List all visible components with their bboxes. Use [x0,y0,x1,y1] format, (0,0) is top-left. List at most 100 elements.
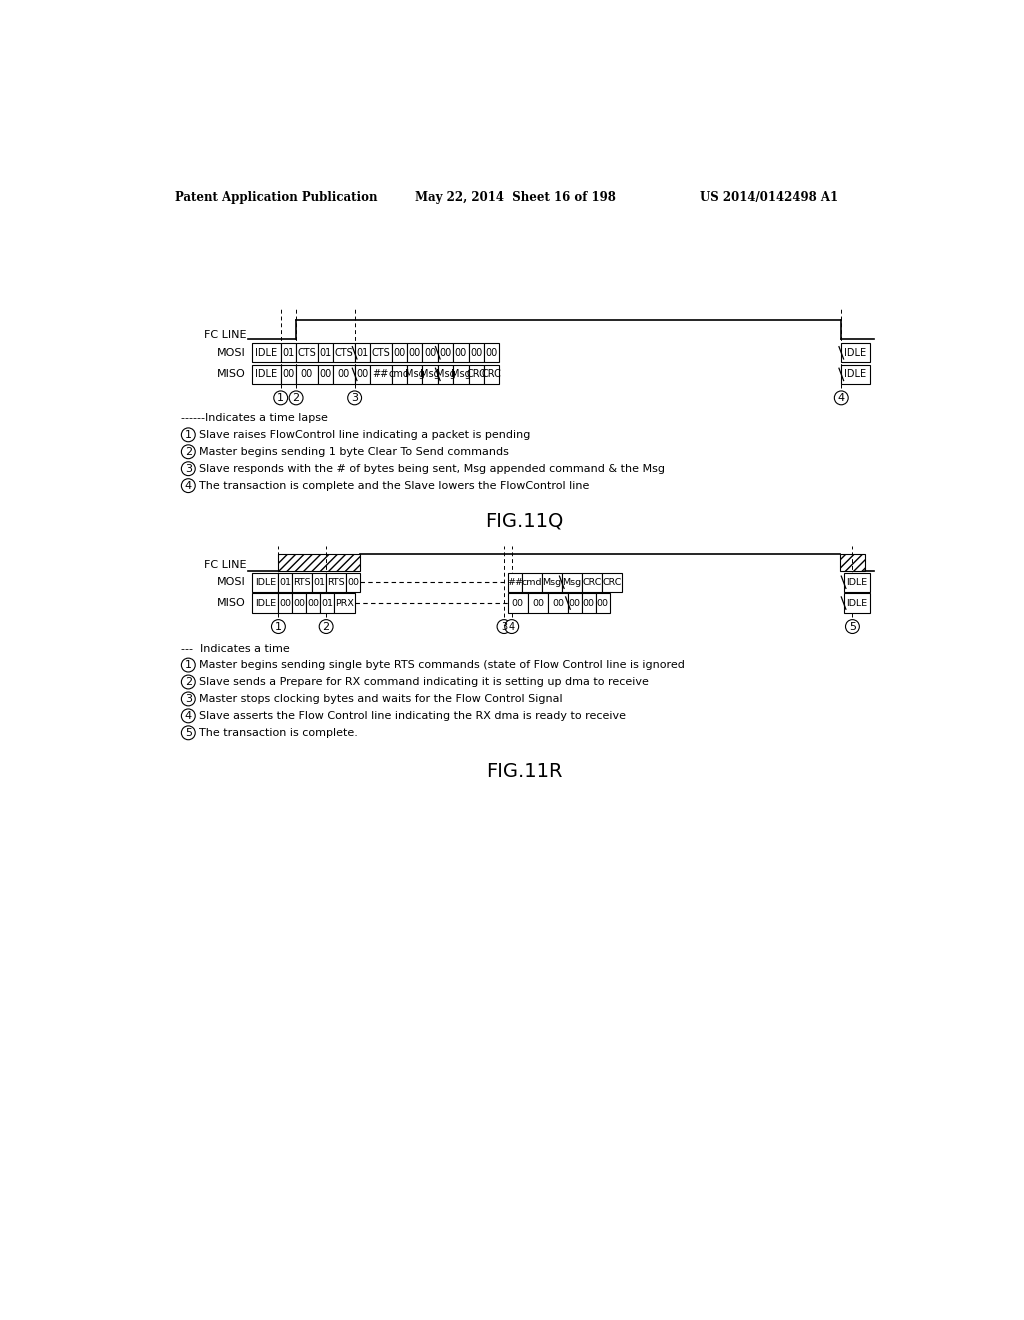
Text: 00: 00 [307,598,319,607]
Text: 3: 3 [184,694,191,704]
Bar [281,364,296,384]
Bar [370,343,391,363]
Text: 00: 00 [424,348,436,358]
Text: The transaction is complete.: The transaction is complete. [199,729,358,738]
Bar [391,364,407,384]
Circle shape [181,462,196,475]
Bar [317,343,333,363]
Text: 01: 01 [313,578,326,587]
Text: MISO: MISO [217,598,246,609]
Text: Slave responds with the # of bytes being sent, Msg appended command & the Msg: Slave responds with the # of bytes being… [199,465,666,474]
Bar [484,343,500,363]
Text: 1: 1 [274,622,282,631]
Bar [333,343,354,363]
Bar [422,343,438,363]
Bar [438,343,454,363]
Text: 00: 00 [283,370,295,379]
Text: Msg: Msg [451,370,471,379]
Bar [422,364,438,384]
Circle shape [181,479,196,492]
Text: 3: 3 [184,463,191,474]
Bar [844,594,869,612]
Circle shape [181,445,196,459]
Bar [568,594,582,612]
Bar [582,573,602,591]
Bar [281,343,296,363]
Bar [370,364,391,384]
Bar [842,343,869,363]
Text: 2: 2 [184,677,191,686]
Bar [317,364,333,384]
Text: Msg: Msg [542,578,561,587]
Text: 01: 01 [356,348,369,358]
Text: IDLE: IDLE [846,578,867,587]
Bar [296,343,317,363]
Text: 5: 5 [849,622,856,631]
Bar [354,364,370,384]
Circle shape [835,391,848,405]
Circle shape [497,619,511,634]
Text: MISO: MISO [217,370,246,379]
Text: Slave raises FlowControl line indicating a packet is pending: Slave raises FlowControl line indicating… [199,430,530,440]
Bar [842,364,869,384]
Text: 4: 4 [184,480,191,491]
Bar [279,554,360,572]
Bar [252,364,281,384]
Bar [438,364,454,384]
Text: 01: 01 [321,598,333,607]
Text: 4: 4 [184,711,191,721]
Text: 4: 4 [509,622,515,631]
Text: IDLE: IDLE [255,348,278,358]
Text: cmd: cmd [389,370,410,379]
Text: IDLE: IDLE [255,598,275,607]
Text: 01: 01 [283,348,295,358]
Text: CRC: CRC [602,578,622,587]
Text: 00: 00 [512,598,524,607]
Text: Patent Application Publication: Patent Application Publication [175,191,378,203]
Bar [596,594,609,612]
Bar [454,343,469,363]
Text: 00: 00 [393,348,406,358]
Text: IDLE: IDLE [255,370,278,379]
Text: ---  Indicates a time: --- Indicates a time [180,644,290,653]
Text: 4: 4 [838,393,845,403]
Text: 00: 00 [293,598,305,607]
Text: cmd: cmd [521,578,542,587]
Text: 1: 1 [278,393,285,403]
Bar [469,343,484,363]
Text: 2: 2 [293,393,300,403]
Bar [279,594,292,612]
Text: 00: 00 [319,370,332,379]
Text: FC LINE: FC LINE [204,560,246,570]
Text: CTS: CTS [335,348,353,358]
Text: 1: 1 [184,660,191,671]
Text: MOSI: MOSI [217,577,246,587]
Text: FC LINE: FC LINE [204,330,246,341]
Circle shape [348,391,361,405]
Bar [252,594,279,612]
Circle shape [271,619,286,634]
Text: ##: ## [373,370,389,379]
Text: 1: 1 [184,430,191,440]
Text: Master stops clocking bytes and waits for the Flow Control Signal: Master stops clocking bytes and waits fo… [199,694,563,705]
Text: Master begins sending single byte RTS commands (state of Flow Control line is ig: Master begins sending single byte RTS co… [199,660,685,671]
Bar [296,364,317,384]
Text: 2: 2 [323,622,330,631]
Text: The transaction is complete and the Slave lowers the FlowControl line: The transaction is complete and the Slav… [199,480,590,491]
Circle shape [846,619,859,634]
Text: 00: 00 [583,598,595,607]
Bar [469,364,484,384]
Text: CRC: CRC [582,578,601,587]
Bar [292,594,306,612]
Text: RTS: RTS [328,578,345,587]
Bar [391,343,407,363]
Circle shape [319,619,333,634]
Text: 00: 00 [439,348,452,358]
Text: Msg: Msg [404,370,425,379]
Bar [312,573,326,591]
Text: FIG.11Q: FIG.11Q [485,512,564,531]
Bar [319,594,334,612]
Bar [508,594,528,612]
Bar [582,594,596,612]
Bar [508,573,521,591]
